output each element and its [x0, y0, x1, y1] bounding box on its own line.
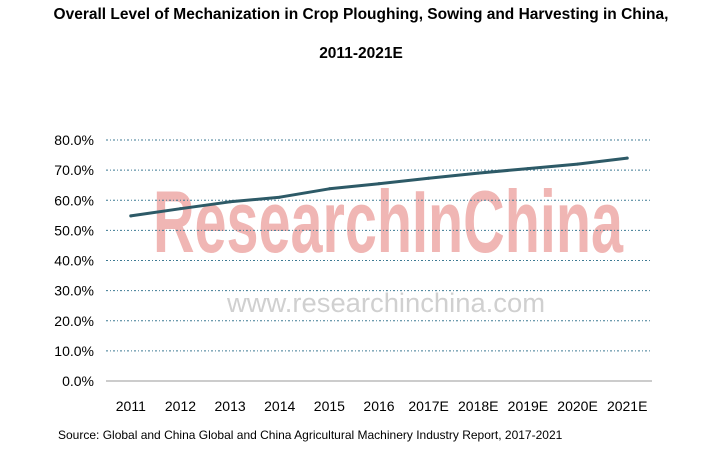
- x-tick-label: 2014: [264, 398, 295, 414]
- series-layer: [129, 156, 629, 218]
- watermark-logo: ResearchInChina: [153, 172, 624, 271]
- y-tick-label: 40.0%: [54, 253, 94, 269]
- x-tick-label: 2011: [116, 398, 146, 414]
- data-point: [377, 182, 381, 186]
- data-point: [178, 207, 182, 211]
- y-tick-label: 20.0%: [54, 313, 94, 329]
- data-point: [327, 187, 331, 191]
- watermark-url: www.researchinchina.com: [226, 288, 545, 318]
- x-tick-label: 2013: [215, 398, 246, 414]
- y-tick-label: 60.0%: [54, 192, 94, 208]
- x-axis-tick-labels: 2011 2012 2013 2014 2015 2016 2017E 2018E 2019E 2…: [116, 398, 648, 414]
- x-tick-label: 2017E: [408, 398, 448, 414]
- data-point: [476, 171, 480, 175]
- y-tick-label: 30.0%: [54, 283, 94, 299]
- y-tick-label: 10.0%: [54, 343, 94, 359]
- source-note: Source: Global and China Global and Chin…: [58, 428, 563, 442]
- y-tick-label: 50.0%: [54, 222, 94, 238]
- x-tick-label: 2016: [363, 398, 394, 414]
- chart-title-line-1: Overall Level of Mechanization in Crop P…: [53, 6, 669, 23]
- data-point: [129, 214, 133, 218]
- x-tick-label: 2021E: [607, 398, 647, 414]
- x-tick-label: 2019E: [508, 398, 548, 414]
- watermark: ResearchInChina www.researchinchina.com: [153, 172, 624, 318]
- data-point: [278, 195, 282, 199]
- x-tick-label: 2015: [314, 398, 345, 414]
- data-point: [625, 156, 629, 160]
- data-point: [228, 200, 232, 204]
- y-tick-label: 0.0%: [62, 373, 94, 389]
- x-tick-label: 2020E: [557, 398, 597, 414]
- y-axis-tick-labels: 0.0% 10.0% 20.0% 30.0% 40.0% 50.0% 60.0% 70.0% 8…: [54, 132, 94, 389]
- data-point: [526, 167, 530, 171]
- y-tick-label: 70.0%: [54, 162, 94, 178]
- y-tick-label: 80.0%: [54, 132, 94, 148]
- x-tick-label: 2012: [165, 398, 196, 414]
- x-tick-label: 2018E: [458, 398, 498, 414]
- data-point: [427, 176, 431, 180]
- gridlines: [106, 139, 652, 352]
- chart-title-line-2: 2011-2021E: [319, 45, 403, 62]
- data-point: [576, 162, 580, 166]
